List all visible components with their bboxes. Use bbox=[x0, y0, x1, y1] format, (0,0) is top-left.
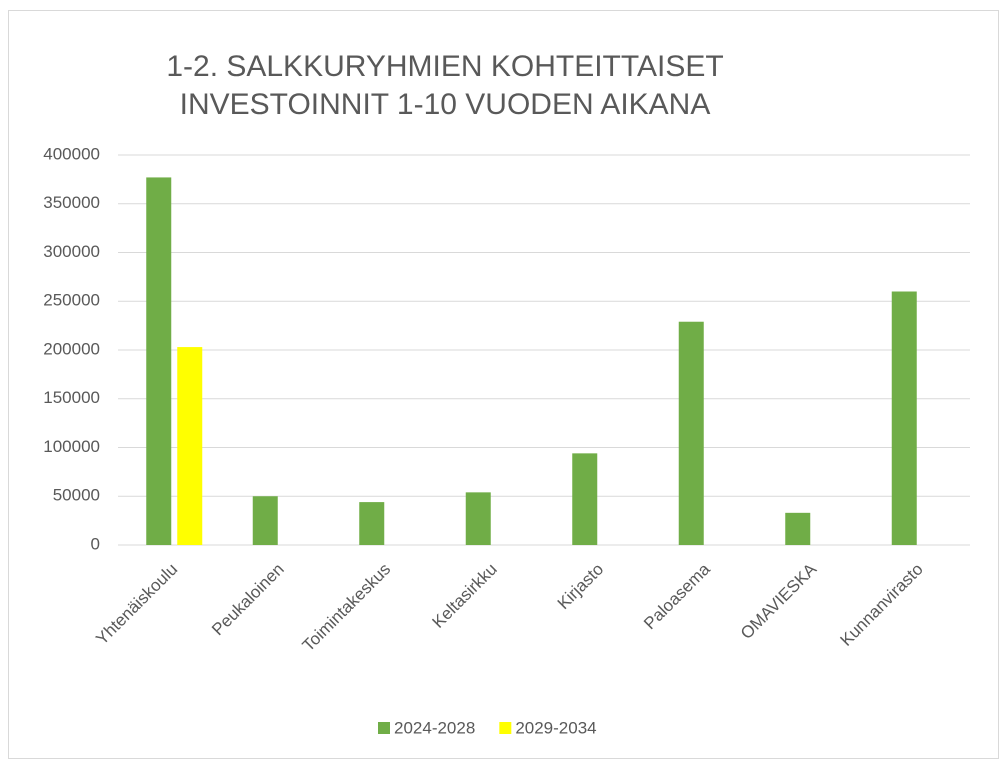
y-tick-label: 250000 bbox=[43, 291, 100, 310]
bar bbox=[678, 321, 704, 545]
bar bbox=[252, 496, 278, 545]
bar bbox=[465, 492, 491, 545]
chart-border bbox=[8, 10, 999, 759]
y-tick-label: 100000 bbox=[43, 437, 100, 456]
bar bbox=[177, 347, 203, 545]
bar bbox=[891, 291, 917, 545]
y-tick-label: 0 bbox=[91, 534, 100, 553]
chart-title: 1-2. SALKKURYHMIEN KOHTEITTAISET bbox=[166, 50, 723, 83]
legend-swatch bbox=[499, 722, 512, 734]
y-tick-label: 400000 bbox=[43, 144, 100, 163]
y-tick-label: 50000 bbox=[53, 486, 100, 505]
y-tick-label: 300000 bbox=[43, 242, 100, 261]
y-tick-label: 150000 bbox=[43, 388, 100, 407]
y-tick-label: 200000 bbox=[43, 339, 100, 358]
bar bbox=[359, 502, 385, 545]
chart-title: INVESTOINNIT 1-10 VUODEN AIKANA bbox=[180, 88, 711, 121]
bar bbox=[572, 453, 598, 545]
bar bbox=[785, 512, 811, 545]
legend-swatch bbox=[378, 722, 390, 734]
legend-label: 2029-2034 bbox=[515, 718, 596, 737]
legend-label: 2024-2028 bbox=[394, 718, 475, 737]
y-tick-label: 350000 bbox=[43, 193, 100, 212]
bar bbox=[146, 177, 172, 546]
